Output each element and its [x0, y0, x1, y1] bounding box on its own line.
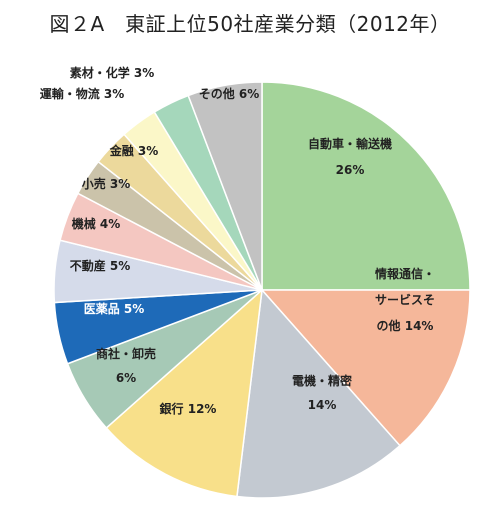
slice-label-4: 商社・卸売 6%	[96, 346, 156, 385]
pie-slice-3	[105, 288, 263, 498]
pie-slice-12	[187, 81, 263, 291]
slice-label-8: 小売 3%	[82, 176, 131, 191]
slice-label-3: 銀行 12%	[159, 401, 217, 416]
slice-label-0: 自動車・輸送機 26%	[308, 136, 392, 177]
slice-label-7: 機械 4%	[72, 216, 121, 231]
slice-label-12: その他 6%	[199, 86, 260, 101]
pie-slice-1	[260, 289, 471, 447]
slice-label-10: 運輸・物流 3%	[40, 86, 125, 101]
pie-slice-0	[261, 81, 471, 291]
slice-label-11: 素材・化学 3%	[70, 65, 155, 80]
chart-title: 図２A 東証上位50社産業分類（2012年）	[49, 12, 451, 36]
slice-label-6: 不動産 5%	[70, 258, 131, 273]
slice-label-9: 金融 3%	[109, 143, 159, 158]
slice-label-2: 電機・精密 14%	[292, 373, 352, 412]
slice-label-5: 医薬品 5%	[84, 301, 145, 316]
slice-label-1: 情報通信・サービスその他 14%	[375, 266, 435, 333]
pie-slice-2	[236, 288, 401, 499]
